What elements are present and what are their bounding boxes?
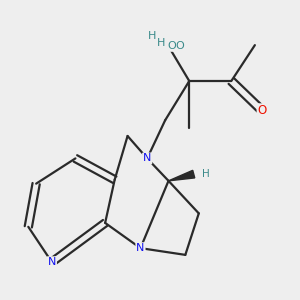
Text: N: N	[48, 257, 56, 267]
Text: O: O	[175, 41, 184, 51]
Text: O: O	[167, 41, 176, 51]
Text: H: H	[202, 169, 210, 179]
Text: H: H	[157, 38, 166, 48]
Text: O: O	[257, 104, 267, 117]
Text: N: N	[143, 153, 152, 164]
Polygon shape	[169, 170, 195, 181]
Text: H: H	[148, 31, 156, 41]
Text: N: N	[136, 243, 145, 253]
